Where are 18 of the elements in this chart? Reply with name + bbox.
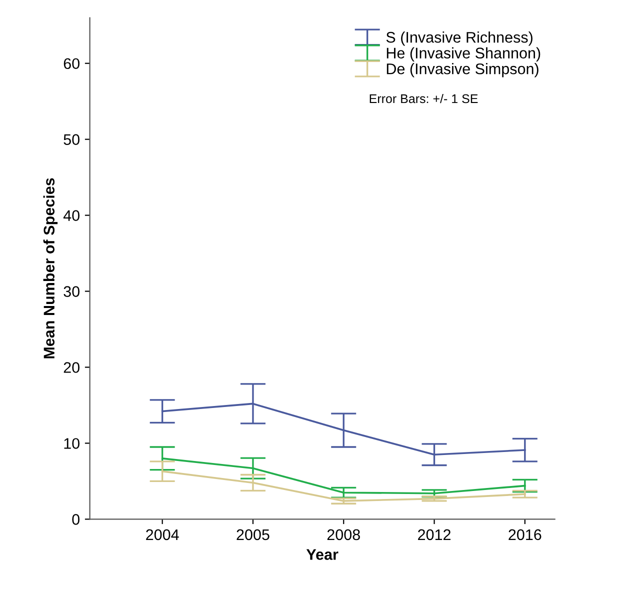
x-axis-title: Year [306, 549, 338, 560]
x-tick-label: 2004 [146, 529, 179, 540]
y-axis-title: Mean Number of Species [43, 178, 58, 358]
x-tick-label: 2008 [327, 529, 360, 540]
x-tick-label: 2012 [418, 529, 450, 540]
x-tick-label: 2005 [236, 529, 270, 540]
legend-label: De (Invasive Simpson) [386, 63, 538, 78]
annotation: Error Bars: +/- 1 SE [370, 94, 478, 104]
y-tick-label: 0 [72, 514, 80, 525]
legend-label: He (Invasive Shannon) [386, 47, 540, 62]
y-tick-label: 60 [64, 58, 80, 70]
y-tick-label: 20 [64, 362, 80, 373]
y-tick-label: 50 [64, 134, 80, 146]
y-tick-label: 10 [64, 438, 80, 449]
legend-label: S (Invasive Richness) [386, 32, 532, 46]
y-tick-label: 40 [63, 210, 80, 221]
x-tick-label: 2016 [508, 529, 542, 540]
y-tick-label: 30 [64, 286, 80, 297]
